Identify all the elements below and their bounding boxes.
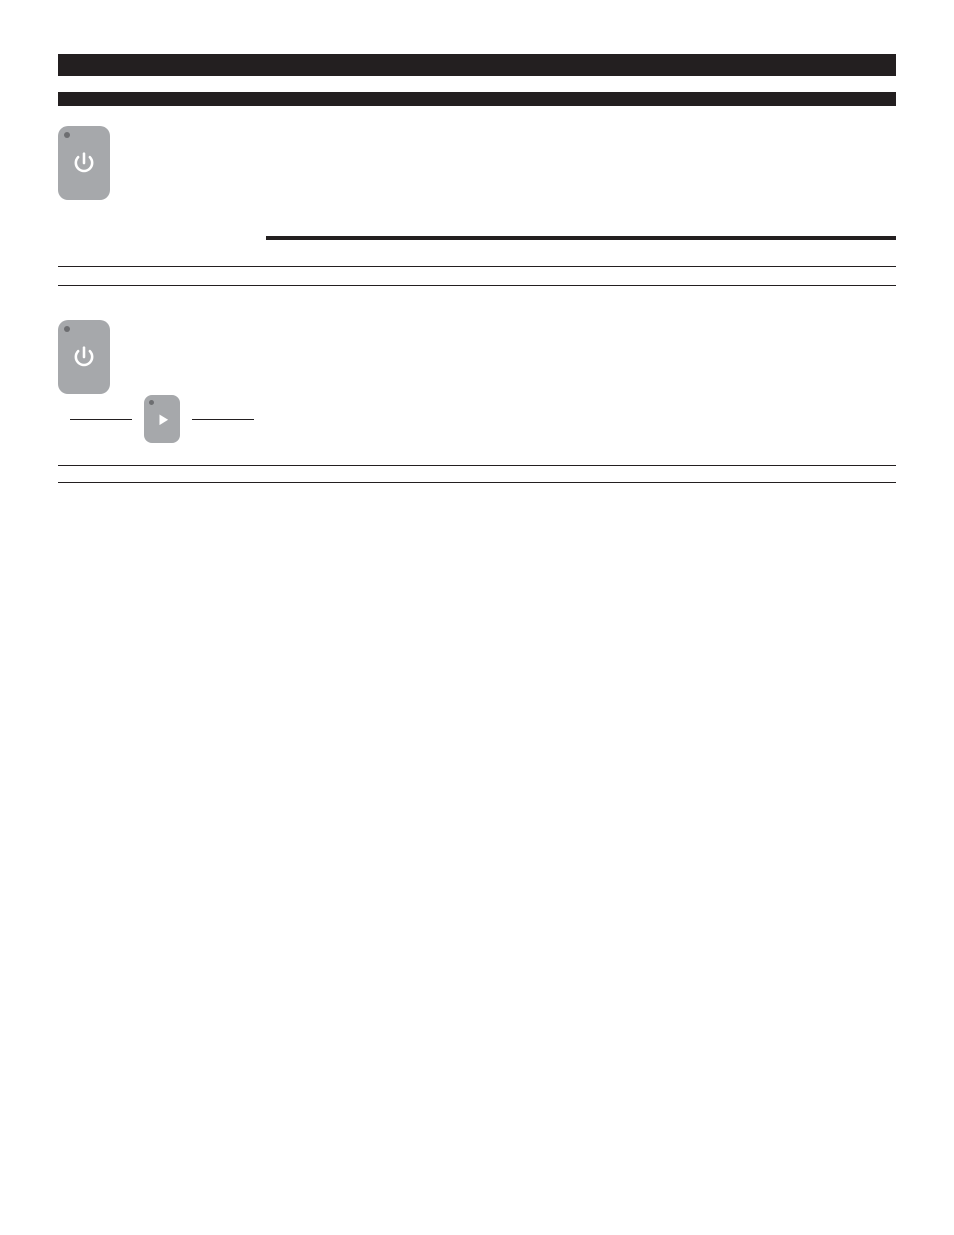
divider bbox=[58, 465, 896, 466]
note-3 bbox=[58, 472, 896, 494]
step1-row bbox=[58, 314, 896, 394]
press-start-row bbox=[58, 395, 896, 443]
note-1 bbox=[58, 273, 896, 295]
keypad-row bbox=[58, 214, 896, 252]
led-icon bbox=[64, 132, 70, 138]
main-banner bbox=[58, 54, 896, 76]
divider bbox=[58, 266, 896, 267]
led-icon bbox=[64, 326, 70, 332]
page bbox=[0, 0, 954, 1235]
power-key-icon bbox=[58, 320, 110, 394]
power-icon bbox=[70, 150, 98, 178]
connector-line bbox=[192, 419, 254, 420]
led-icon bbox=[149, 400, 154, 405]
play-icon bbox=[155, 412, 171, 428]
divider bbox=[58, 482, 896, 483]
power-icon bbox=[70, 344, 98, 372]
divider bbox=[58, 285, 896, 286]
programming-row bbox=[58, 124, 896, 200]
connector-line bbox=[70, 419, 132, 420]
power-key-icon bbox=[58, 126, 110, 200]
parameter-callout bbox=[266, 228, 896, 240]
start-key-icon bbox=[144, 395, 180, 443]
section-banner bbox=[58, 92, 896, 106]
